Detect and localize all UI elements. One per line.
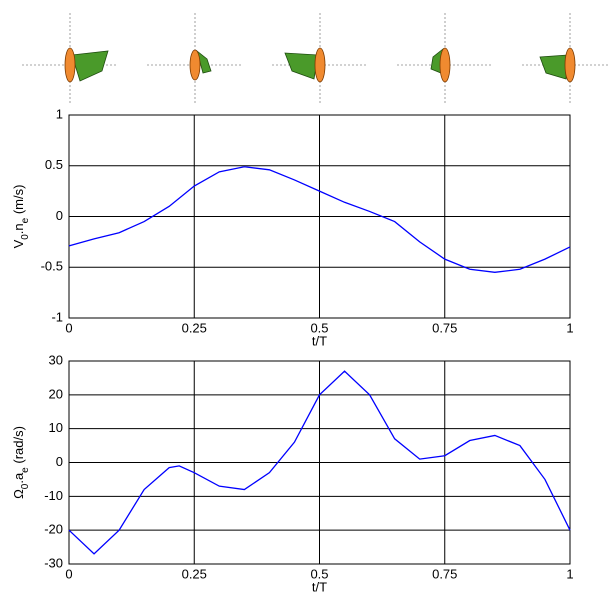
wing-pose — [147, 13, 243, 105]
y-axis-label-part: 0 — [20, 234, 31, 240]
x-axis-label: t/T — [312, 333, 327, 348]
x-tick-label: 1 — [566, 566, 573, 581]
y-tick-label: -20 — [44, 522, 63, 537]
y-axis-label-part: Ω — [11, 489, 26, 499]
y-axis-label-part: e — [20, 467, 31, 473]
y-axis-label: Ω0.ae (rad/s) — [11, 426, 31, 499]
y-tick-label: -1 — [51, 309, 63, 324]
x-tick-label: 1 — [566, 320, 573, 335]
plot-frame — [68, 114, 571, 319]
illustrations — [22, 13, 610, 105]
y-tick-label: 0 — [56, 208, 63, 223]
y-axis-label-part: (rad/s) — [11, 426, 26, 467]
x-tick-label: 0.5 — [310, 566, 328, 581]
y-axis-label-part: V — [11, 239, 26, 248]
y-tick-label: -10 — [44, 488, 63, 503]
wing-pose — [522, 13, 610, 105]
data-line — [68, 166, 571, 273]
data-line — [68, 370, 571, 555]
y-tick-label: 20 — [49, 386, 63, 401]
y-axis-label: V0.ne (m/s) — [11, 185, 31, 249]
x-axis-label: t/T — [312, 579, 327, 594]
wing-pose — [272, 13, 368, 105]
y-tick-label: 0.5 — [45, 157, 63, 172]
y-axis-label-part: .n — [11, 223, 26, 234]
x-tick-label: 0.5 — [310, 320, 328, 335]
y-tick-label: 10 — [49, 420, 63, 435]
x-tick-label: 0 — [65, 320, 72, 335]
wing-pose — [397, 13, 493, 105]
wing-pose — [22, 13, 118, 105]
y-tick-label: -30 — [44, 555, 63, 570]
y-tick-label: 1 — [56, 106, 63, 121]
plot-frame — [68, 360, 571, 565]
x-tick-label: 0.75 — [432, 320, 457, 335]
y-axis-label-part: e — [20, 217, 31, 223]
x-tick-label: 0.25 — [182, 320, 207, 335]
x-tick-label: 0.75 — [432, 566, 457, 581]
y-tick-label: 30 — [49, 352, 63, 367]
y-axis-label-part: 0 — [20, 483, 31, 489]
y-tick-label: 0 — [56, 454, 63, 469]
x-tick-label: 0 — [65, 566, 72, 581]
y-axis-label-part: (m/s) — [11, 185, 26, 218]
x-tick-label: 0.25 — [182, 566, 207, 581]
y-tick-label: -0.5 — [41, 259, 63, 274]
y-axis-label-part: .a — [11, 472, 26, 484]
